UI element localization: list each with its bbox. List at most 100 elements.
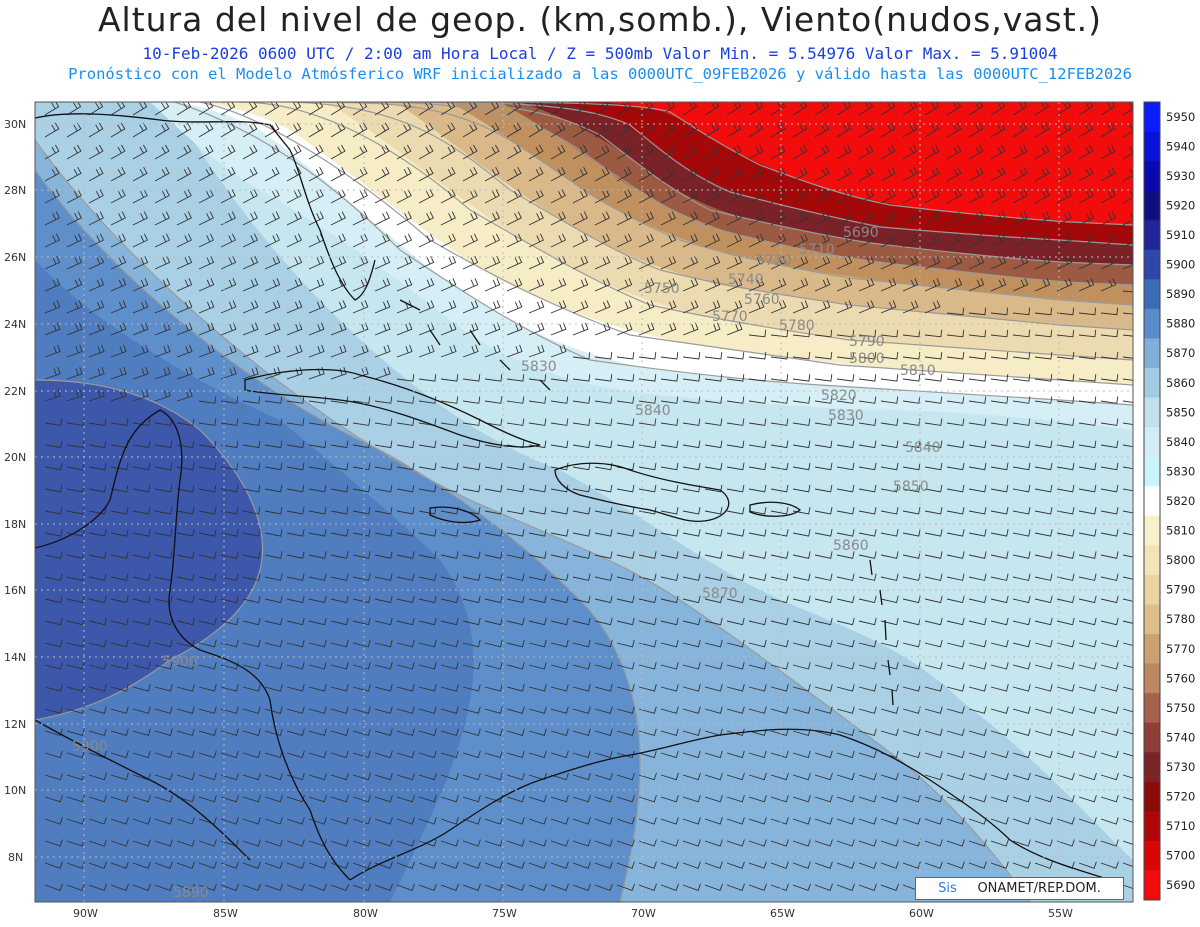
wind-barb bbox=[594, 817, 613, 825]
wind-barb bbox=[220, 418, 239, 426]
wind-barb bbox=[528, 573, 547, 581]
wind-barb bbox=[440, 684, 459, 692]
wind-barb bbox=[396, 440, 415, 449]
wind-barb bbox=[484, 728, 503, 736]
wind-barb bbox=[1100, 211, 1116, 226]
wind-barb bbox=[528, 839, 547, 847]
wind-barb bbox=[242, 573, 261, 581]
wind-barb bbox=[528, 396, 547, 404]
wind-barb bbox=[1078, 255, 1095, 270]
wind-barb bbox=[88, 278, 105, 292]
wind-barb bbox=[242, 440, 261, 449]
wind-barb bbox=[396, 817, 415, 825]
lat-label: 20N bbox=[4, 451, 26, 464]
colorbar-swatch bbox=[1144, 220, 1160, 251]
wind-barb bbox=[660, 617, 679, 626]
wind-barb bbox=[264, 440, 283, 449]
wind-barb bbox=[440, 300, 457, 314]
wind-barb bbox=[594, 728, 613, 736]
wind-barb bbox=[374, 772, 393, 781]
wind-barb bbox=[1100, 794, 1119, 803]
wind-barb bbox=[748, 573, 767, 581]
wind-barb bbox=[1078, 662, 1097, 670]
wind-barb bbox=[66, 462, 85, 471]
wind-barb bbox=[902, 573, 921, 581]
wind-barb bbox=[264, 166, 280, 182]
contour-label: 5740 bbox=[728, 272, 764, 288]
wind-barb bbox=[616, 233, 632, 248]
wind-barb bbox=[506, 617, 525, 626]
wind-barb bbox=[1012, 122, 1028, 138]
wind-barb bbox=[506, 322, 523, 336]
wind-barb bbox=[902, 233, 918, 248]
credit-box: Sis ONAMET/REP.DOM. bbox=[915, 877, 1124, 900]
wind-barb bbox=[44, 883, 63, 891]
wind-barb bbox=[132, 551, 151, 559]
wind-barb bbox=[660, 573, 679, 581]
wind-barb bbox=[968, 352, 987, 360]
wind-barb bbox=[220, 794, 239, 803]
wind-barb bbox=[154, 211, 170, 226]
wind-barb bbox=[814, 166, 830, 182]
wind-barb bbox=[1034, 617, 1053, 626]
wind-barb bbox=[264, 772, 283, 781]
wind-barb bbox=[396, 102, 412, 116]
wind-barb bbox=[1100, 189, 1116, 204]
wind-barb bbox=[1012, 772, 1031, 781]
wind-barb bbox=[638, 728, 657, 736]
wind-barb bbox=[660, 772, 679, 781]
wind-barb bbox=[880, 166, 896, 182]
wind-barb bbox=[990, 307, 1009, 316]
wind-barb bbox=[1034, 374, 1053, 382]
wind-barb bbox=[440, 573, 459, 581]
wind-barb bbox=[308, 122, 324, 138]
wind-barb bbox=[638, 750, 657, 759]
contour-label: 5840 bbox=[635, 403, 671, 419]
wind-barb bbox=[594, 706, 613, 714]
wind-barb bbox=[418, 662, 437, 670]
wind-barb bbox=[528, 374, 547, 382]
wind-barb bbox=[110, 662, 129, 670]
wind-barb bbox=[858, 617, 877, 626]
wind-barb bbox=[990, 329, 1009, 338]
wind-barb bbox=[748, 861, 767, 869]
wind-barb bbox=[132, 102, 148, 116]
wind-barb bbox=[154, 684, 173, 692]
wind-barb bbox=[858, 484, 877, 493]
wind-barb bbox=[1056, 352, 1075, 360]
wind-barb bbox=[308, 794, 327, 803]
wind-barb bbox=[616, 595, 635, 604]
credit-text: ONAMET/REP.DOM. bbox=[977, 881, 1101, 896]
wind-barb bbox=[968, 617, 987, 626]
wind-barb bbox=[858, 102, 874, 116]
wind-barb bbox=[858, 278, 875, 292]
wind-barb bbox=[616, 839, 635, 847]
wind-barb bbox=[814, 839, 833, 847]
wind-barb bbox=[110, 529, 129, 537]
wind-barb bbox=[814, 861, 833, 869]
wind-barb bbox=[154, 839, 173, 847]
wind-barb bbox=[616, 861, 635, 869]
wind-barb bbox=[418, 144, 434, 160]
wind-barb bbox=[968, 750, 987, 759]
wind-barb bbox=[484, 839, 503, 847]
wind-barb bbox=[924, 440, 943, 449]
colorbar-swatch bbox=[1144, 634, 1160, 665]
colorbar-label: 5710 bbox=[1166, 819, 1195, 833]
wind-barb bbox=[990, 551, 1009, 559]
wind-barb bbox=[1056, 166, 1072, 182]
wind-barb bbox=[1034, 595, 1053, 604]
wind-barb bbox=[550, 418, 569, 426]
wind-barb bbox=[374, 662, 393, 670]
wind-barb bbox=[374, 367, 391, 380]
wind-barb bbox=[924, 772, 943, 781]
wind-barb bbox=[1034, 662, 1053, 670]
wind-barb bbox=[968, 462, 987, 471]
wind-barb bbox=[396, 396, 415, 404]
wind-barb bbox=[418, 189, 434, 204]
wind-barb bbox=[1056, 573, 1075, 581]
wind-barb bbox=[638, 794, 657, 803]
wind-barb bbox=[44, 300, 61, 314]
wind-barb bbox=[638, 102, 654, 116]
wind-barb bbox=[726, 102, 742, 116]
